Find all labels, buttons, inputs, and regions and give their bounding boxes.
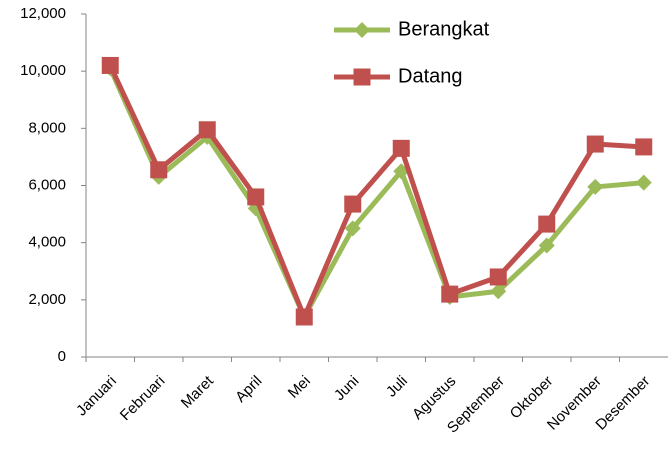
data-point xyxy=(344,195,362,213)
data-point xyxy=(344,220,361,237)
x-tick-label: Juni xyxy=(331,373,362,404)
data-point xyxy=(587,178,604,195)
y-tick-label: 6,000 xyxy=(28,176,66,193)
y-tick-label: 12,000 xyxy=(20,5,66,22)
data-point xyxy=(635,138,653,156)
data-point xyxy=(247,188,265,206)
series-line xyxy=(107,67,644,320)
data-point xyxy=(490,283,507,300)
legend-label: Berangkat xyxy=(398,18,490,40)
data-point xyxy=(295,308,313,326)
y-tick-label: 8,000 xyxy=(28,119,66,136)
y-tick-label: 0 xyxy=(58,348,66,365)
data-point xyxy=(392,139,410,157)
x-tick-label: Januari xyxy=(73,373,120,420)
legend-label: Datang xyxy=(398,65,463,87)
data-point xyxy=(441,285,459,303)
data-point xyxy=(586,135,604,153)
x-tick-label: Juli xyxy=(383,373,411,401)
y-tick-label: 4,000 xyxy=(28,234,66,251)
legend-marker xyxy=(353,68,371,86)
data-point xyxy=(538,215,556,233)
data-point xyxy=(489,268,507,286)
y-tick-label: 10,000 xyxy=(20,62,66,79)
data-point xyxy=(635,174,652,191)
x-tick-label: Februari xyxy=(117,373,169,425)
x-tick-label: Oktober xyxy=(507,373,557,423)
data-point xyxy=(198,121,216,139)
data-point xyxy=(538,237,555,254)
data-point xyxy=(150,161,168,179)
legend-marker xyxy=(354,22,370,38)
y-tick-label: 2,000 xyxy=(28,291,66,308)
series-line xyxy=(107,64,644,320)
data-point xyxy=(101,56,119,74)
x-tick-label: Maret xyxy=(178,372,218,412)
x-tick-label: Mei xyxy=(285,373,314,402)
x-tick-label: April xyxy=(232,373,265,406)
